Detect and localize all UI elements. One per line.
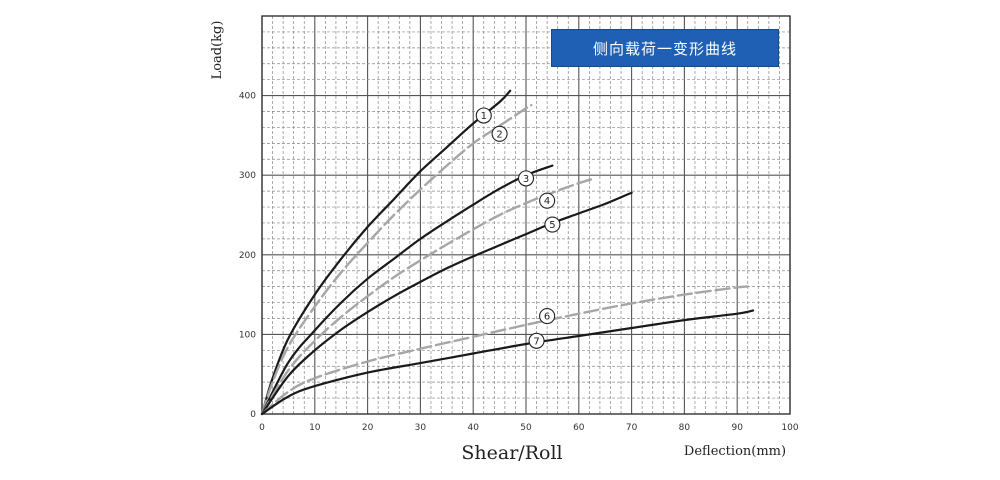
- series-line-7: [260, 309, 755, 416]
- x-tick-label: 70: [626, 423, 638, 433]
- x-tick-label: 100: [781, 423, 798, 433]
- x-tick-label: 60: [573, 423, 585, 433]
- x-tick-label: 50: [520, 423, 532, 433]
- x-tick-label: 30: [415, 423, 427, 433]
- series-label-marker-4: [539, 192, 556, 209]
- series-line-3: [260, 164, 554, 416]
- series-label-marker-1: [475, 107, 492, 124]
- y-tick-label: 200: [239, 251, 256, 261]
- y-tick-label: 300: [239, 171, 256, 181]
- y-tick-label: 0: [250, 410, 256, 420]
- x-tick-label: 10: [309, 423, 321, 433]
- series-label-marker-7: [528, 332, 545, 349]
- plot-border: [261, 15, 791, 415]
- x-axis-title: Deflection(mm): [684, 444, 786, 459]
- series-label-1: 1: [481, 111, 487, 122]
- bottom-title: Shear/Roll: [461, 442, 562, 464]
- chart-title-badge: 侧向载荷一变形曲线: [551, 29, 779, 67]
- y-axis-title: Load(kg): [210, 21, 225, 80]
- series-label-marker-3: [517, 170, 535, 187]
- x-tick-label: 40: [467, 423, 479, 433]
- y-tick-label: 100: [239, 330, 256, 340]
- series-line-5: [260, 191, 633, 416]
- series-label-5: 5: [549, 220, 555, 231]
- x-tick-label: 80: [679, 423, 691, 433]
- plot-frame: [261, 15, 791, 415]
- x-tick-label: 0: [259, 423, 265, 433]
- x-tick-label: 20: [362, 423, 374, 433]
- series-label-7: 7: [533, 336, 539, 347]
- series-line-6: [260, 285, 749, 416]
- x-tick-label: 90: [731, 423, 743, 433]
- series-label-6: 6: [544, 312, 550, 323]
- y-tick-label: 400: [239, 92, 256, 102]
- tick-labels: 0 10 20 30 40 50 60 70 80 90 100 0 100 200 300 400: [239, 92, 799, 433]
- series-label-marker-6: [539, 308, 556, 325]
- series-label-3: 3: [523, 174, 529, 185]
- series-label-marker-5: [544, 216, 561, 233]
- series-labels: 12 3 4 5 6 7: [475, 107, 561, 349]
- series-line-1: [260, 89, 512, 416]
- series-label-4: 4: [544, 196, 550, 207]
- plot-grid: [261, 15, 791, 415]
- series-label-marker-2: [491, 125, 508, 142]
- series-label-2: 2: [496, 129, 502, 140]
